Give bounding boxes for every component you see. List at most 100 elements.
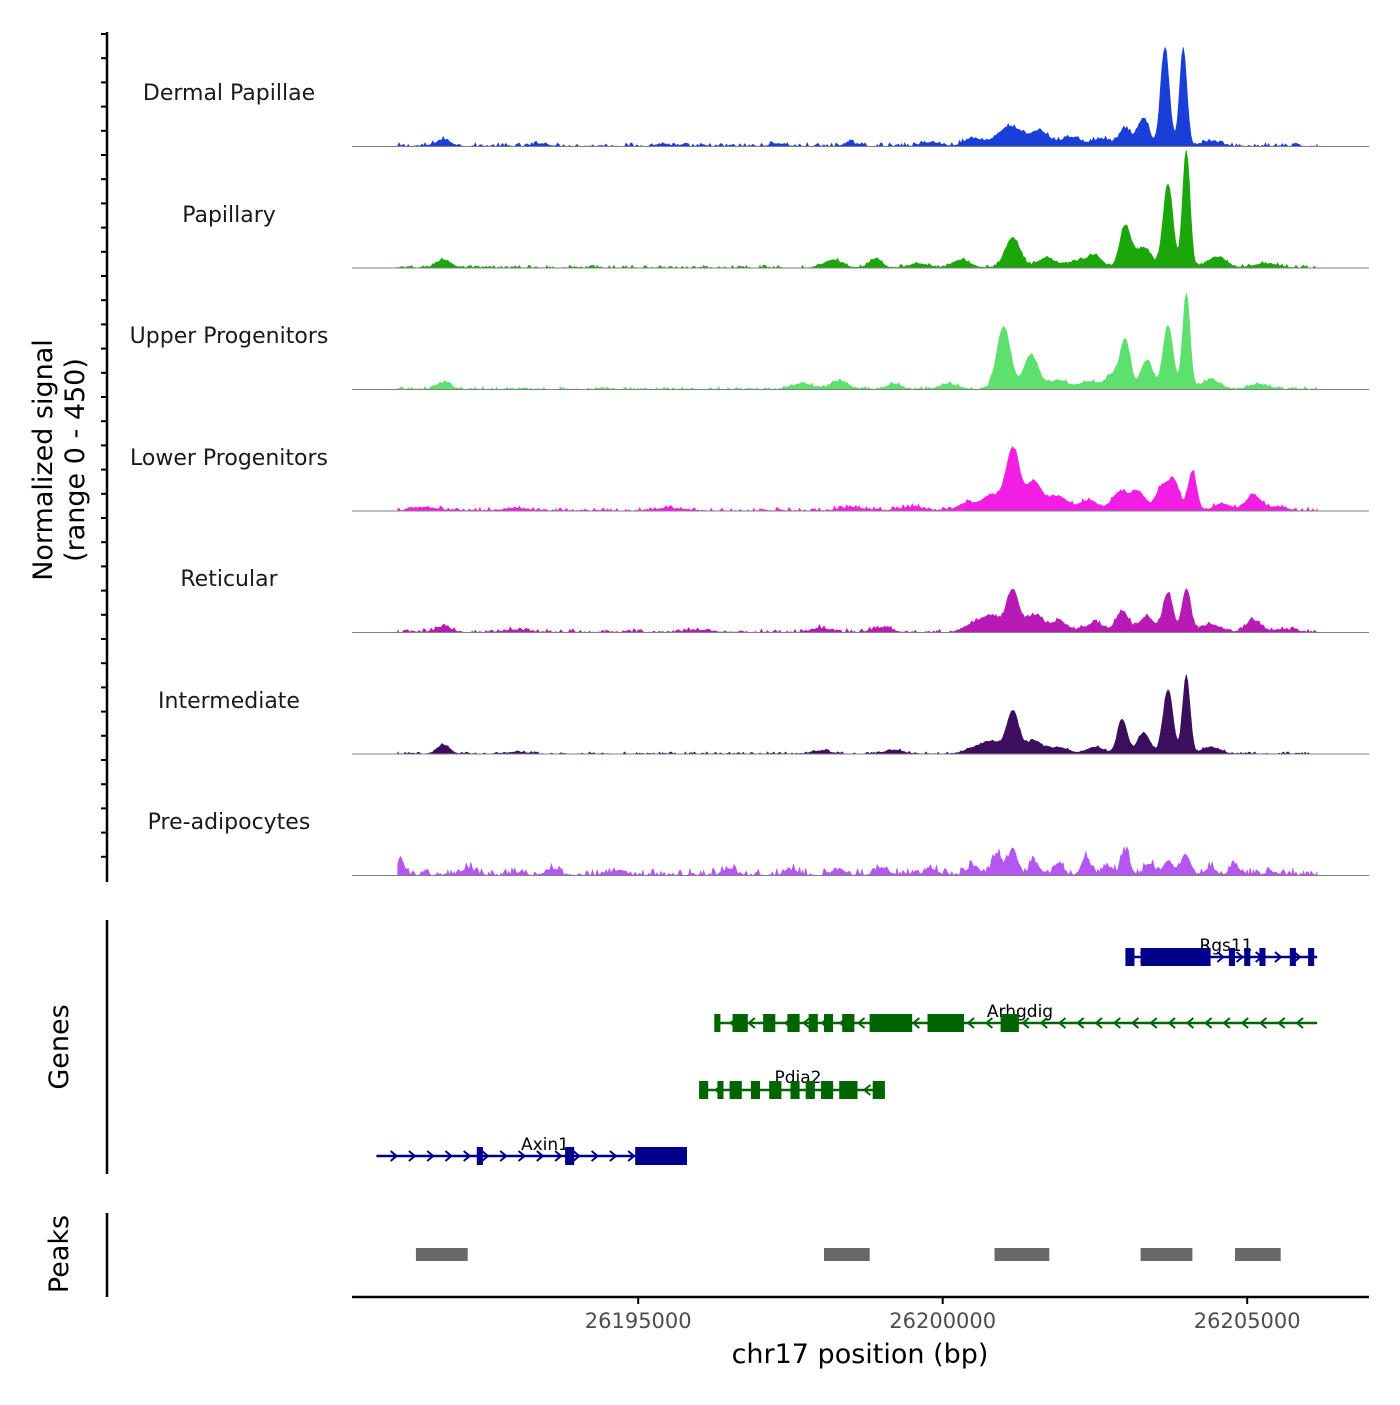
strand-arrow xyxy=(1021,1017,1030,1029)
gene-exon xyxy=(1289,948,1296,966)
strand-arrow xyxy=(984,1017,994,1029)
x-tick-label: 26200000 xyxy=(889,1309,996,1333)
track-0: Dermal Papillae xyxy=(143,46,1369,148)
track-label-pre-adipocytes: Pre-adipocytes xyxy=(148,810,311,835)
strand-arrow xyxy=(747,1017,756,1029)
strand-arrow xyxy=(1094,1017,1103,1029)
track-label-lower-progenitors: Lower Progenitors xyxy=(130,446,328,471)
x-axis-title: chr17 position (bp) xyxy=(732,1339,989,1370)
track-label-intermediate: Intermediate xyxy=(158,689,300,714)
gene-exon xyxy=(805,1081,815,1099)
gene-exon xyxy=(1259,948,1266,966)
signal-area xyxy=(397,46,1318,148)
gene-exon xyxy=(1125,948,1135,966)
gene-exon xyxy=(769,1081,782,1099)
strand-arrow xyxy=(1112,1017,1121,1029)
strand-arrow xyxy=(856,1017,866,1029)
strand-arrow xyxy=(911,1017,920,1029)
gene-exon xyxy=(732,1014,748,1032)
strand-arrow xyxy=(1204,1017,1213,1029)
strand-arrow xyxy=(1167,1017,1176,1029)
signal-area xyxy=(397,149,1318,269)
gene-exon xyxy=(808,1014,818,1032)
signal-area xyxy=(397,846,1318,877)
strand-arrow xyxy=(1039,1017,1048,1029)
peaks-track xyxy=(415,1248,1281,1261)
strand-arrow xyxy=(1295,1017,1304,1029)
gene-exon xyxy=(750,1081,760,1099)
peak-region xyxy=(415,1248,468,1261)
gene-exon xyxy=(1140,948,1211,966)
peak-region xyxy=(824,1248,870,1261)
strand-arrow xyxy=(609,1150,618,1162)
gene-exon xyxy=(927,1014,964,1032)
strand-arrow xyxy=(536,1150,545,1162)
x-axis-ticks: 26195000 26200000 26205000 xyxy=(585,1297,1301,1333)
strand-arrow xyxy=(802,1017,811,1029)
peak-region xyxy=(994,1248,1050,1261)
gene-exon xyxy=(1000,1014,1019,1032)
gene-exon xyxy=(565,1147,575,1165)
strand-arrow xyxy=(1130,1017,1140,1029)
gene-label-arhgdig: Arhgdig xyxy=(987,1002,1053,1022)
coverage-tracks: Dermal Papillae Papillary Upper Progenit… xyxy=(130,46,1369,877)
gene-track: Rgs11 Arhgdig Pdia2 Axin1 xyxy=(376,936,1318,1165)
gene-exon xyxy=(790,1081,800,1099)
track-5: Intermediate xyxy=(158,674,1369,755)
gene-exon xyxy=(714,1014,721,1032)
strand-arrow xyxy=(554,1150,563,1162)
gene-exon xyxy=(729,1081,742,1099)
gene-exon xyxy=(824,1014,834,1032)
strand-arrow xyxy=(1235,951,1245,963)
gene-exon xyxy=(872,1081,885,1099)
strand-arrow xyxy=(1258,1017,1268,1029)
strand-arrow xyxy=(444,1150,453,1162)
track-4: Reticular xyxy=(180,567,1369,634)
strand-arrow xyxy=(1185,1017,1195,1029)
strand-arrow xyxy=(1222,1017,1231,1029)
strand-arrow xyxy=(499,1150,508,1162)
strand-arrow xyxy=(572,1150,581,1162)
strand-arrow xyxy=(426,1150,435,1162)
gene-exon xyxy=(787,1014,800,1032)
strand-arrow xyxy=(1293,951,1302,963)
strand-arrow xyxy=(1057,1017,1067,1029)
y-axis-title-line-2: (range 0 - 450) xyxy=(60,358,91,562)
coverage-y-ticks xyxy=(101,33,107,858)
peak-region xyxy=(1140,1248,1193,1261)
gene-exon xyxy=(717,1081,724,1099)
gene-exon xyxy=(1228,948,1235,966)
peak-region xyxy=(1235,1248,1281,1261)
track-label-papillary: Papillary xyxy=(182,203,276,228)
track-label-reticular: Reticular xyxy=(180,567,278,592)
track-3: Lower Progenitors xyxy=(130,446,1369,512)
strand-arrow xyxy=(463,1150,472,1162)
track-6: Pre-adipocytes xyxy=(148,810,1369,877)
genes-axis-title: Genes xyxy=(44,1004,75,1089)
strand-arrow xyxy=(966,1017,975,1029)
gene-label-axin1: Axin1 xyxy=(521,1135,569,1155)
strand-arrow xyxy=(389,1150,399,1162)
track-2: Upper Progenitors xyxy=(130,293,1369,391)
strand-arrow xyxy=(1274,951,1283,963)
gene-exon xyxy=(763,1014,776,1032)
strand-arrow xyxy=(1216,951,1225,963)
strand-arrow xyxy=(862,1084,871,1096)
strand-arrow xyxy=(590,1150,600,1162)
strand-arrow xyxy=(1076,1017,1085,1029)
x-tick-label: 26195000 xyxy=(585,1309,692,1333)
gene-exon xyxy=(635,1147,687,1165)
strand-arrow xyxy=(627,1150,636,1162)
gene-exon xyxy=(869,1014,913,1032)
x-tick-label: 26205000 xyxy=(1194,1309,1301,1333)
strand-arrow xyxy=(481,1150,490,1162)
strand-arrow xyxy=(517,1150,527,1162)
strand-arrow xyxy=(408,1150,417,1162)
peaks-axis-title: Peaks xyxy=(44,1215,75,1293)
gene-exon xyxy=(476,1147,483,1165)
track-label-upper-progenitors: Upper Progenitors xyxy=(130,324,329,349)
gene-label-rgs11: Rgs11 xyxy=(1199,936,1252,956)
gene-exon xyxy=(839,1081,858,1099)
